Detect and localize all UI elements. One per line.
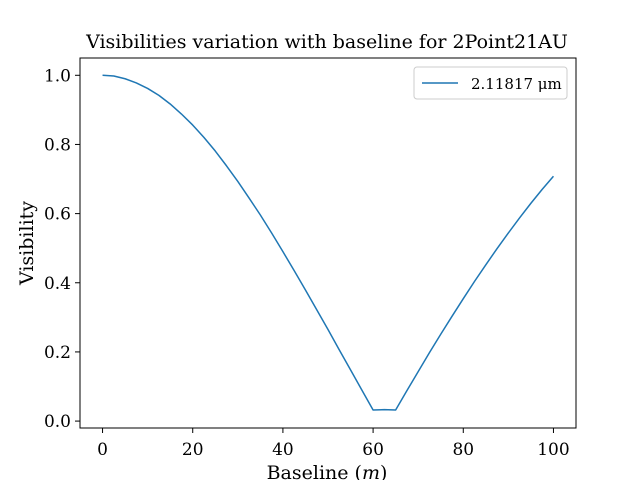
x-tick-label: 60: [362, 440, 384, 460]
legend-frame: [413, 66, 568, 100]
x-axis-label: Baseline (m): [267, 462, 388, 480]
chart-title: Visibilities variation with baseline for…: [85, 31, 568, 53]
plot-area: [79, 57, 577, 429]
series-layer: [102, 74, 555, 411]
y-tick-label: 1.0: [44, 66, 71, 86]
y-tick-label: 0.4: [44, 274, 71, 294]
plot-frame: [79, 57, 577, 429]
x-tick-label: 0: [97, 440, 108, 460]
x-tick-label: 20: [182, 440, 204, 460]
y-tick-label: 0.8: [44, 135, 71, 155]
legend-entry-label: 2.11817 μm: [471, 75, 562, 93]
x-tick-label: 40: [272, 440, 294, 460]
x-axis: 0 20 40 60 80 100: [97, 428, 570, 460]
y-tick-label: 0.6: [44, 205, 71, 225]
y-axis-label: Visibility: [16, 201, 38, 286]
x-tick-label: 80: [452, 440, 474, 460]
x-tick-label: 100: [537, 440, 569, 460]
y-axis: 0.0 0.2 0.4 0.6 0.8 1.0: [44, 66, 80, 432]
legend: 2.11817 μm: [413, 66, 568, 100]
y-tick-label: 0.0: [44, 412, 71, 432]
series-line: [102, 74, 555, 411]
y-tick-label: 0.2: [44, 343, 71, 363]
